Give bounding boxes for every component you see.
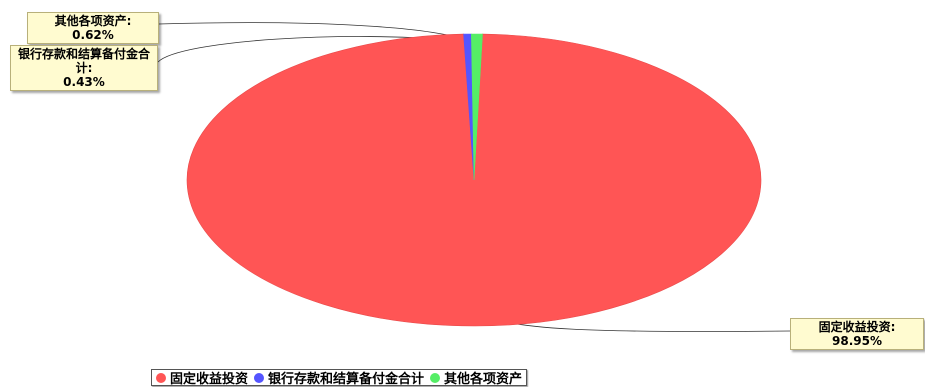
pie-slice-fixed-income: [186, 33, 762, 327]
legend-item-fixed-income: 固定收益投资: [156, 368, 248, 387]
data-label-other-assets-value: 0.62%: [72, 28, 114, 42]
legend-item-bank-deposits: 银行存款和结算备付金合计: [254, 368, 424, 387]
chart-legend: 固定收益投资 银行存款和结算备付金合计 其他各项资产: [151, 368, 528, 387]
legend-label-fixed-income: 固定收益投资: [170, 372, 249, 387]
legend-label-bank-deposits: 银行存款和结算备付金合计: [268, 372, 425, 387]
data-label-fixed-income-name: 固定收益投资:: [818, 320, 896, 334]
legend-item-other-assets: 其他各项资产: [430, 368, 522, 387]
pie-slices: [186, 33, 762, 327]
data-label-bank-deposits: 银行存款和结算备付金合计: 0.43%: [10, 45, 158, 91]
data-label-fixed-income: 固定收益投资: 98.95%: [790, 318, 924, 350]
legend-swatch-bank-deposits: [254, 372, 265, 383]
legend-swatch-other-assets: [430, 372, 441, 383]
data-label-fixed-income-value: 98.95%: [832, 334, 882, 348]
data-label-other-assets: 其他各项资产: 0.62%: [27, 12, 159, 44]
data-label-bank-deposits-name: 银行存款和结算备付金合计:: [17, 47, 150, 75]
data-label-other-assets-name: 其他各项资产:: [54, 14, 132, 28]
pie-slice-other-assets: [471, 33, 483, 181]
legend-label-other-assets: 其他各项资产: [444, 372, 523, 387]
legend-swatch-fixed-income: [156, 372, 166, 383]
data-label-bank-deposits-value: 0.43%: [63, 75, 105, 89]
